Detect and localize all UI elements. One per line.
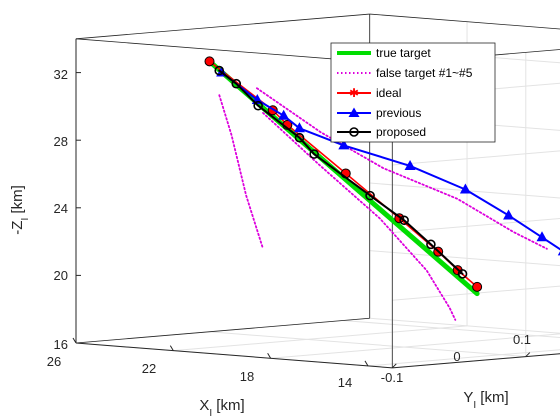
grid-line	[173, 325, 468, 352]
grid-line	[369, 317, 560, 334]
z-tick-label: 32	[54, 67, 68, 82]
x-axis-label: XI [km]	[199, 397, 244, 419]
legend-label: ideal	[376, 86, 401, 100]
legend-label: proposed	[376, 125, 426, 139]
series-false-target-1	[218, 94, 264, 250]
z-tick-label: 28	[54, 134, 68, 149]
legend-label: false target #1~#5	[376, 66, 473, 80]
box-edge	[369, 13, 560, 30]
grid-line	[369, 182, 560, 199]
data-point-proposed	[309, 149, 319, 159]
x-tick	[169, 345, 174, 351]
x-axis-label-sub: I	[209, 408, 212, 419]
z-axis-label-main: -Z	[9, 221, 26, 235]
series-proposed	[214, 65, 468, 279]
plot-series	[204, 56, 560, 321]
series-line-false-target-1	[218, 94, 264, 250]
y-tick-label: -0.1	[381, 370, 403, 385]
y-axis-label-main: Y	[463, 389, 473, 406]
box-edge	[75, 317, 370, 344]
z-tick-labels: 32 28 24 20 16	[54, 67, 68, 352]
grid-line	[367, 349, 560, 367]
grid-line	[342, 320, 560, 339]
y-tick-label: 0.1	[513, 332, 531, 347]
grid-line	[392, 217, 560, 234]
data-point-previous	[536, 231, 548, 242]
x-tick-label: 26	[47, 354, 61, 369]
grid-line	[270, 333, 560, 359]
x-tick-label: 22	[142, 361, 156, 376]
z-tick-label: 20	[54, 268, 68, 283]
data-point-proposed	[294, 132, 305, 143]
y-axis-label-unit: [km]	[476, 389, 509, 406]
x-tick-label: 14	[338, 375, 352, 390]
x-axis-label-unit: [km]	[212, 397, 245, 414]
data-point-proposed	[214, 65, 225, 76]
data-point-previous	[404, 159, 416, 170]
legend-entry-previous: previous	[337, 106, 421, 120]
legend-marker-previous	[348, 107, 360, 117]
data-point-proposed	[253, 100, 263, 111]
x-tick-label: 18	[240, 369, 254, 384]
x-tick-labels: 26 22 18 14	[47, 354, 352, 390]
y-tick	[525, 352, 531, 357]
data-point-proposed	[365, 190, 375, 201]
legend-entry-proposed: proposed	[337, 125, 426, 139]
grid-line	[392, 285, 560, 301]
data-point-previous	[459, 183, 471, 194]
y-tick	[391, 363, 397, 369]
legend-marker-ideal: ✱	[349, 86, 359, 100]
series-line-proposed	[218, 69, 464, 275]
legend: true target false target #1~#5 ✱ ideal p…	[330, 42, 496, 143]
x-tick	[267, 353, 272, 359]
y-tick-label: 0	[453, 349, 460, 364]
z-tick-label: 24	[54, 201, 68, 216]
y-axis-line	[392, 353, 560, 369]
data-point-previous	[278, 109, 290, 120]
data-point-proposed	[399, 215, 409, 226]
data-point-previous	[293, 122, 305, 133]
box-edge	[75, 13, 370, 40]
x-axis-line	[75, 342, 393, 369]
series-line-false-target-2	[255, 87, 548, 250]
z-axis-label: -ZI [km]	[9, 185, 31, 234]
grid-line	[392, 150, 560, 166]
grid-line	[209, 331, 526, 358]
z-tick-label: 16	[54, 337, 68, 352]
legend-entry-true-target: true target	[337, 46, 431, 60]
grid-line	[369, 250, 560, 267]
legend-label: previous	[376, 106, 421, 120]
z-axis-label-sub: I	[20, 218, 31, 221]
data-point-previous	[338, 139, 350, 150]
series-false-target-3	[262, 112, 457, 321]
legend-label: true target	[376, 46, 431, 60]
data-point-ideal	[472, 281, 483, 292]
data-point-previous	[557, 251, 560, 256]
y-axis-label-sub: I	[473, 400, 476, 411]
x-tick	[72, 337, 77, 344]
series-false-target-2	[255, 87, 548, 250]
data-point-proposed	[231, 78, 242, 89]
data-point-previous	[503, 209, 515, 220]
data-point-proposed	[426, 239, 436, 250]
legend-entry-ideal: ✱ ideal	[337, 86, 401, 100]
y-tick-labels: -0.1 0 0.1	[381, 332, 531, 385]
series-line-false-target-3	[262, 112, 457, 321]
data-point-proposed	[457, 269, 468, 279]
z-axis-label-unit: [km]	[9, 185, 26, 218]
y-axis-label: YI [km]	[463, 389, 508, 411]
x-axis-label-main: X	[199, 397, 209, 414]
legend-marker-proposed	[349, 127, 359, 137]
legend-entry-false-target: false target #1~#5	[337, 66, 473, 80]
x-tick	[364, 360, 369, 367]
data-point-ideal	[204, 56, 215, 67]
